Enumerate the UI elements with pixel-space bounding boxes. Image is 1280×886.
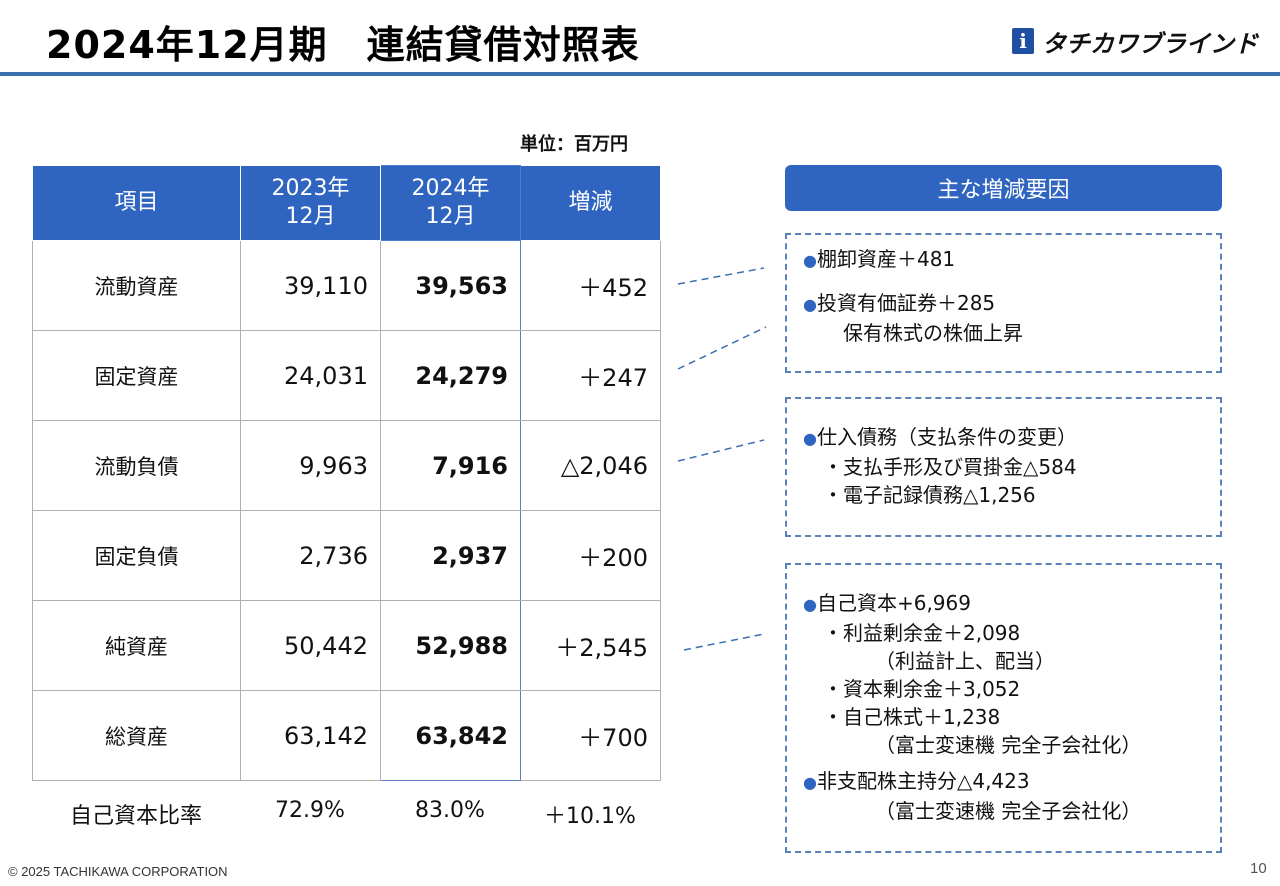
bullet-icon: ●	[803, 251, 817, 270]
row-2024: 63,842	[381, 691, 521, 781]
row-diff: ＋2,545	[521, 601, 661, 691]
col-header-2024: 2024年 12月	[381, 166, 521, 241]
table-row: 流動資産 39,110 39,563 ＋452	[33, 241, 661, 331]
factor-text: 仕入債務（支払条件の変更）	[817, 425, 1077, 449]
factor-line: （富士変速機 完全子会社化）	[803, 731, 1204, 759]
factors-header: 主な増減要因	[785, 165, 1222, 211]
factor-box-liabilities: ●仕入債務（支払条件の変更） ・支払手形及び買掛金△584 ・電子記録債務△1,…	[785, 397, 1222, 537]
equity-ratio-2023: 72.9%	[240, 798, 380, 828]
row-2024: 2,937	[381, 511, 521, 601]
factor-box-equity: ●自己資本+6,969 ・利益剰余金＋2,098 （利益計上、配当） ・資本剰余…	[785, 563, 1222, 853]
row-item: 純資産	[33, 601, 241, 691]
row-item: 流動負債	[33, 421, 241, 511]
bullet-icon: ●	[803, 773, 817, 792]
factor-box-assets: ●棚卸資産＋481 ●投資有価証券＋285 保有株式の株価上昇	[785, 233, 1222, 373]
factor-text: 保有株式の株価上昇	[843, 321, 1023, 345]
connector-line	[684, 634, 764, 650]
row-2024: 24,279	[381, 331, 521, 421]
col-header-2023: 2023年 12月	[241, 166, 381, 241]
factor-text: ・資本剰余金＋3,052	[823, 677, 1020, 701]
row-item: 固定負債	[33, 511, 241, 601]
row-diff: ＋247	[521, 331, 661, 421]
row-item: 総資産	[33, 691, 241, 781]
page-title: 2024年12月期 連結貸借対照表	[46, 14, 640, 69]
connector-line	[678, 268, 764, 284]
factor-text: （富士変速機 完全子会社化）	[875, 799, 1141, 823]
page-number: 10	[1250, 860, 1267, 877]
factor-line: 保有株式の株価上昇	[803, 319, 1204, 347]
connector-line	[678, 327, 766, 369]
factor-text: 非支配株主持分△4,423	[817, 769, 1030, 793]
bullet-icon: ●	[803, 595, 817, 614]
factor-text: 自己資本+6,969	[817, 591, 971, 615]
equity-ratio-diff: ＋10.1%	[520, 798, 660, 828]
logo-mark-icon: i	[1012, 28, 1034, 54]
row-2023: 9,963	[241, 421, 381, 511]
equity-ratio-label: 自己資本比率	[32, 798, 240, 828]
factor-text: （利益計上、配当）	[875, 649, 1055, 673]
balance-sheet-table: 項目 2023年 12月 2024年 12月 増減 流動資産 39,110 39…	[32, 165, 661, 781]
bullet-icon: ●	[803, 429, 817, 448]
col-header-2024-label: 2024年 12月	[412, 176, 490, 229]
table-row: 流動負債 9,963 7,916 △2,046	[33, 421, 661, 511]
factor-line: （富士変速機 完全子会社化）	[803, 797, 1204, 825]
row-diff: ＋452	[521, 241, 661, 331]
factor-text: 投資有価証券＋285	[817, 291, 995, 315]
row-2023: 63,142	[241, 691, 381, 781]
row-2023: 24,031	[241, 331, 381, 421]
row-diff: ＋700	[521, 691, 661, 781]
row-2023: 2,736	[241, 511, 381, 601]
factor-line: （利益計上、配当）	[803, 647, 1204, 675]
factor-line: ・自己株式＋1,238	[803, 703, 1204, 731]
row-2024: 7,916	[381, 421, 521, 511]
row-2023: 39,110	[241, 241, 381, 331]
factor-line: ・資本剰余金＋3,052	[803, 675, 1204, 703]
row-item: 流動資産	[33, 241, 241, 331]
col-header-diff: 増減	[521, 166, 661, 241]
factor-line: ・支払手形及び買掛金△584	[803, 453, 1204, 481]
factor-text: ・利益剰余金＋2,098	[823, 621, 1020, 645]
factor-line: ●非支配株主持分△4,423	[803, 767, 1204, 797]
factor-line: ・利益剰余金＋2,098	[803, 619, 1204, 647]
factor-text: ・自己株式＋1,238	[823, 705, 1000, 729]
factor-line: ●仕入債務（支払条件の変更）	[803, 423, 1204, 453]
table-row: 総資産 63,142 63,842 ＋700	[33, 691, 661, 781]
row-diff: △2,046	[521, 421, 661, 511]
col-header-item: 項目	[33, 166, 241, 241]
factor-text: ・支払手形及び買掛金△584	[823, 455, 1077, 479]
logo-text: タチカワブラインド	[1042, 24, 1258, 59]
factor-line: ●棚卸資産＋481	[803, 245, 1204, 275]
table-row: 固定資産 24,031 24,279 ＋247	[33, 331, 661, 421]
table-row: 純資産 50,442 52,988 ＋2,545	[33, 601, 661, 691]
equity-ratio-2024: 83.0%	[380, 798, 520, 828]
unit-label: 単位：百万円	[520, 130, 628, 156]
col-header-2023-label: 2023年 12月	[272, 176, 350, 229]
title-divider	[0, 72, 1280, 76]
factor-line: ●自己資本+6,969	[803, 589, 1204, 619]
company-logo: i タチカワブラインド	[1012, 26, 1258, 56]
factor-text: 棚卸資産＋481	[817, 247, 955, 271]
row-2024: 52,988	[381, 601, 521, 691]
copyright-footer: © 2025 TACHIKAWA CORPORATION	[8, 864, 228, 879]
row-diff: ＋200	[521, 511, 661, 601]
factor-text: ・電子記録債務△1,256	[823, 483, 1036, 507]
bullet-icon: ●	[803, 295, 817, 314]
connector-line	[678, 440, 764, 461]
table-header-row: 項目 2023年 12月 2024年 12月 増減	[33, 166, 661, 241]
factor-line: ●投資有価証券＋285	[803, 289, 1204, 319]
factor-text: （富士変速機 完全子会社化）	[875, 733, 1141, 757]
factor-line: ・電子記録債務△1,256	[803, 481, 1204, 509]
row-2023: 50,442	[241, 601, 381, 691]
table-row: 固定負債 2,736 2,937 ＋200	[33, 511, 661, 601]
row-item: 固定資産	[33, 331, 241, 421]
row-2024: 39,563	[381, 241, 521, 331]
